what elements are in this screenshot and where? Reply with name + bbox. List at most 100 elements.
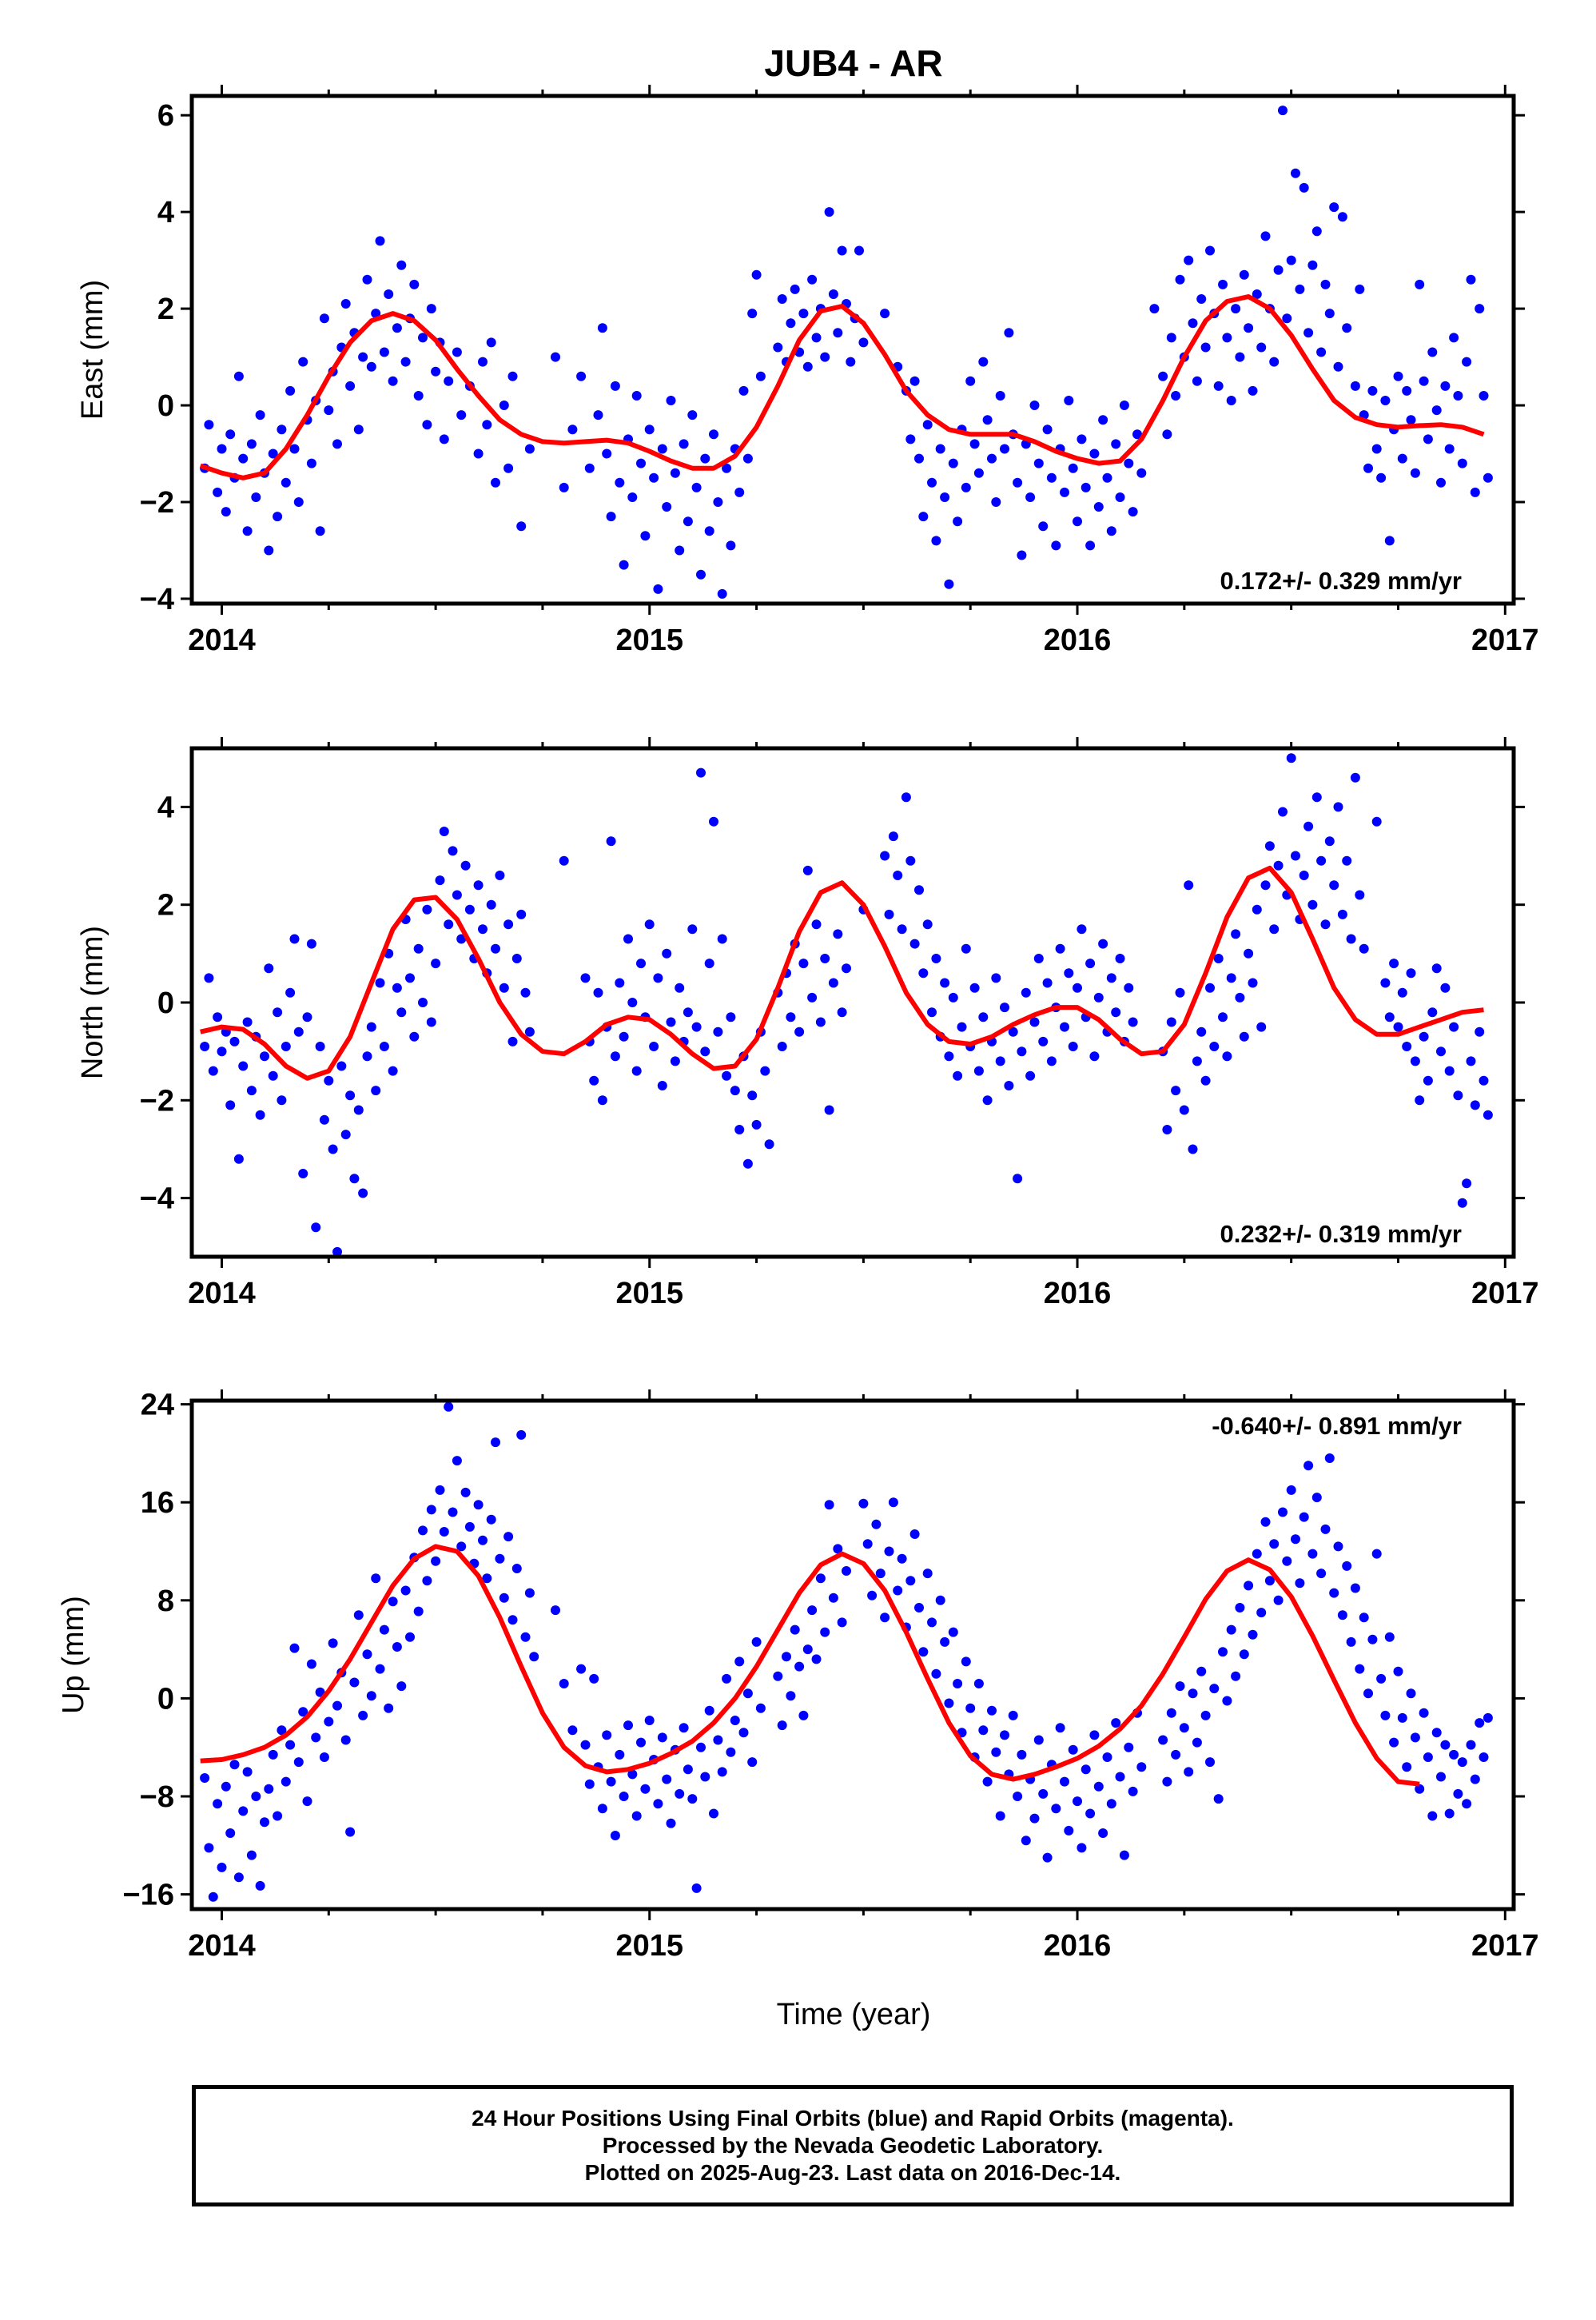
data-point — [1222, 333, 1232, 343]
data-point — [940, 492, 950, 502]
data-point — [846, 357, 856, 367]
data-point — [987, 1705, 997, 1716]
fit-line-up — [200, 1544, 1420, 1787]
data-point — [281, 1776, 291, 1787]
fit-line-east — [199, 294, 1485, 480]
data-point — [798, 959, 809, 969]
data-point — [1008, 1710, 1018, 1720]
data-point — [1350, 772, 1360, 783]
data-point — [815, 1017, 826, 1027]
data-point — [1051, 540, 1061, 551]
data-point — [914, 1603, 924, 1612]
data-point — [1337, 1610, 1347, 1620]
data-point — [1256, 1608, 1267, 1618]
data-point — [340, 1130, 351, 1140]
data-point — [747, 1090, 758, 1101]
data-point — [1307, 1549, 1318, 1559]
data-point — [1444, 1808, 1455, 1819]
data-point — [384, 1703, 394, 1713]
data-point — [948, 458, 958, 468]
data-point — [824, 1105, 834, 1115]
data-point — [798, 309, 809, 319]
data-point — [1278, 1507, 1288, 1517]
data-point — [349, 1174, 360, 1184]
data-point — [366, 361, 376, 372]
data-point — [782, 1652, 791, 1662]
data-point — [914, 453, 924, 464]
data-point — [289, 934, 300, 944]
data-point — [700, 453, 710, 464]
data-point — [734, 1656, 745, 1667]
data-point — [1415, 1784, 1425, 1794]
data-point — [285, 987, 296, 998]
panel-east: 2014 2015 2016 2017 −4 −2 0 2 4 6 East (mm) 0.172+/… — [76, 85, 1539, 657]
data-point — [1269, 924, 1280, 935]
data-point — [200, 1042, 210, 1051]
data-point — [1098, 939, 1108, 949]
data-point — [511, 954, 522, 963]
data-point — [379, 347, 389, 357]
data-point — [448, 1507, 458, 1517]
data-point — [584, 1779, 595, 1789]
data-point — [862, 1539, 873, 1549]
data-point — [1102, 472, 1112, 483]
chart-title: JUB4 - AR — [764, 42, 942, 84]
data-point — [1179, 1723, 1189, 1733]
data-point — [1380, 1710, 1391, 1720]
data-point — [264, 545, 274, 556]
caption-line-2: Processed by the Nevada Geodetic Laborat… — [602, 2133, 1104, 2158]
data-point — [1427, 1811, 1438, 1821]
y-tick-label: −4 — [140, 583, 174, 616]
plot-frame-east — [189, 94, 1516, 606]
data-point — [1282, 1556, 1292, 1566]
data-point — [1200, 342, 1211, 353]
data-point — [1260, 231, 1271, 241]
data-point — [965, 376, 976, 386]
data-point — [880, 851, 890, 861]
data-point — [1406, 1688, 1416, 1699]
data-point — [1038, 1788, 1049, 1799]
data-point — [893, 871, 903, 880]
data-point — [824, 207, 834, 217]
data-point — [289, 1643, 300, 1653]
data-point — [1025, 492, 1036, 502]
data-point — [1483, 472, 1493, 483]
caption-box: 24 Hour Positions Using Final Orbits (bl… — [192, 2085, 1514, 2206]
data-point — [1333, 802, 1343, 812]
data-point — [978, 357, 989, 367]
data-point — [875, 1569, 886, 1579]
data-point — [726, 540, 736, 551]
x-tick-label: 2015 — [615, 624, 683, 657]
data-point — [726, 1747, 736, 1757]
data-point — [1475, 1026, 1485, 1037]
data-point — [379, 1624, 389, 1635]
data-point — [242, 1767, 253, 1777]
data-point — [225, 429, 236, 440]
data-point — [1457, 458, 1467, 468]
data-point — [751, 269, 762, 280]
rate-label-up: -0.640+/- 0.891 mm/yr — [1212, 1412, 1462, 1440]
data-point — [1166, 333, 1176, 343]
data-point — [491, 943, 500, 954]
data-point — [1073, 983, 1082, 993]
data-point — [264, 1784, 274, 1794]
data-point — [319, 313, 329, 324]
data-point — [1004, 328, 1014, 338]
data-point — [657, 444, 667, 454]
data-point — [413, 943, 424, 954]
data-point — [1419, 1708, 1429, 1718]
data-point — [1093, 992, 1104, 1003]
data-point — [1453, 1788, 1463, 1799]
data-point — [1021, 1836, 1031, 1846]
rate-label-north: 0.232+/- 0.319 mm/yr — [1220, 1220, 1462, 1248]
data-point — [422, 420, 432, 430]
data-point — [1124, 1742, 1134, 1752]
data-point — [507, 371, 518, 381]
data-point — [773, 342, 783, 353]
data-point — [631, 1066, 642, 1076]
data-point — [456, 1541, 467, 1552]
data-point — [1205, 245, 1215, 256]
data-point — [1359, 943, 1369, 954]
data-point — [901, 792, 911, 803]
data-point — [1260, 1517, 1271, 1527]
